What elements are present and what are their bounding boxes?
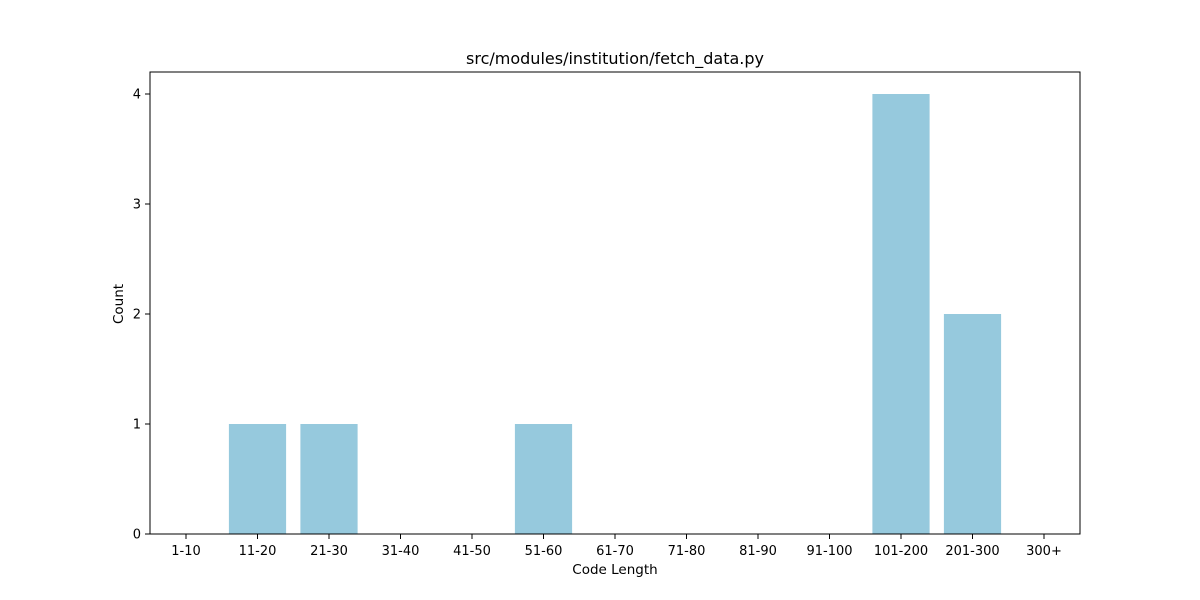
x-tick-label: 11-20 [239, 544, 277, 559]
x-tick-label: 81-90 [739, 544, 777, 559]
x-tick-label: 101-200 [874, 544, 928, 559]
x-tick-label: 21-30 [310, 544, 348, 559]
x-tick-label: 41-50 [453, 544, 491, 559]
y-tick-label: 3 [133, 198, 141, 213]
chart-title: src/modules/institution/fetch_data.py [466, 49, 764, 69]
bar-201-300 [943, 314, 1002, 534]
x-axis-label: Code Length [572, 562, 657, 578]
x-tick-label: 31-40 [382, 544, 420, 559]
x-tick-label: 71-80 [668, 544, 706, 559]
x-tick-label: 51-60 [525, 544, 563, 559]
x-tick-label: 61-70 [596, 544, 634, 559]
bar-11-20 [228, 424, 287, 534]
x-tick-label: 300+ [1026, 544, 1062, 559]
y-ticks-group: 0 1 2 3 4 [133, 88, 150, 543]
x-tick-label: 201-300 [945, 544, 999, 559]
bars-group [228, 94, 1002, 534]
plot-area-frame [149, 71, 1081, 535]
y-tick-label: 1 [133, 418, 141, 433]
x-tick-label: 1-10 [171, 544, 201, 559]
y-tick-label: 0 [133, 528, 141, 543]
bar-51-60 [514, 424, 573, 534]
bar-21-30 [300, 424, 358, 534]
bar-101-200 [872, 94, 930, 534]
x-ticks-group: 1-10 11-20 21-30 31-40 41-50 51-60 61-70 71-80 8… [171, 534, 1062, 559]
y-tick-label: 4 [133, 88, 141, 103]
y-tick-label: 2 [133, 308, 141, 323]
x-tick-label: 91-100 [806, 544, 852, 559]
y-axis-label: Count [111, 284, 127, 324]
